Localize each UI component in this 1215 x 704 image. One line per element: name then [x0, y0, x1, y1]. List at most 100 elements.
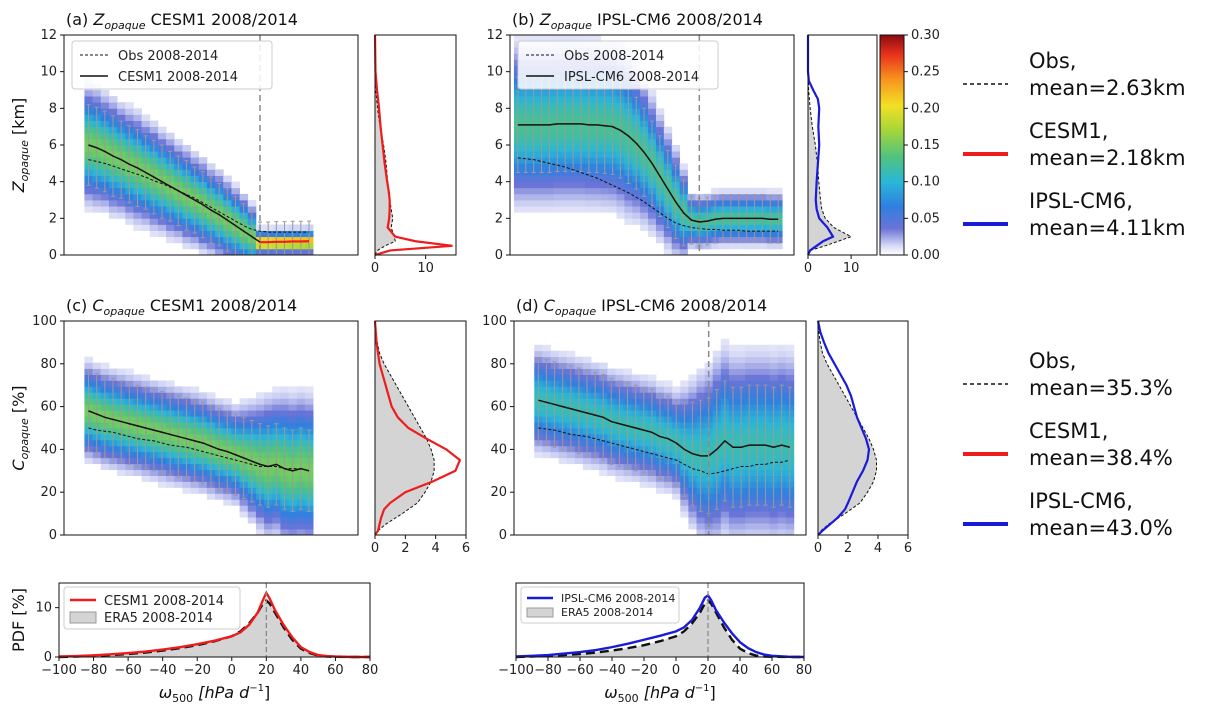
side-x-tick-label: 2: [844, 541, 852, 556]
heat-cell: [761, 380, 770, 387]
heat-cell: [687, 242, 696, 250]
heat-cell: [711, 187, 720, 195]
side-model-line: [373, 320, 462, 536]
heat-cell: [728, 356, 738, 364]
heat-cell: [255, 511, 265, 518]
heat-cell: [553, 187, 562, 195]
heat-cell: [141, 120, 151, 128]
heat-cell: [663, 145, 673, 152]
heat-cell: [608, 175, 617, 183]
heat-cell: [624, 218, 633, 225]
heat-cell: [182, 392, 191, 399]
heat-cell: [92, 206, 102, 213]
heat-cell: [769, 368, 779, 375]
heat-cell: [304, 523, 314, 530]
heat-cell: [272, 404, 281, 411]
title-prefix: (a): [66, 10, 93, 29]
heat-cell: [149, 132, 159, 140]
x-tick-label: −80: [80, 663, 107, 678]
heat-cell: [569, 193, 578, 201]
heat-cell: [280, 386, 289, 393]
heat-cell: [206, 163, 216, 170]
heat-cell: [785, 380, 795, 387]
heatmap-c: [84, 356, 314, 536]
heat-cell: [561, 181, 570, 189]
heat-cell: [239, 404, 249, 411]
heat-cell: [561, 206, 570, 213]
heat-cell: [272, 523, 281, 530]
heat-cell: [174, 224, 183, 231]
heat-cell: [198, 157, 208, 164]
heat-cell: [769, 374, 779, 381]
heat-cell: [720, 374, 730, 381]
y-tick-label: 12: [40, 28, 57, 43]
x-tick-label: −80: [534, 663, 561, 678]
heat-cell: [696, 511, 706, 518]
heat-cell: [632, 212, 641, 219]
heat-cell: [777, 374, 787, 381]
heat-cell: [745, 529, 754, 536]
heat-cell: [206, 392, 216, 399]
heat-cell: [766, 187, 775, 195]
heat-cell: [608, 181, 617, 189]
heat-cell: [720, 523, 730, 530]
heat-cell: [745, 362, 754, 369]
heat-cell: [648, 230, 657, 238]
heat-cell: [640, 224, 649, 231]
heat-cell: [624, 193, 633, 201]
heat-cell: [577, 175, 586, 183]
heat-cell: [769, 380, 779, 387]
heat-cell: [174, 138, 183, 146]
heat-cell: [632, 200, 641, 207]
heat-cell: [545, 193, 554, 201]
heat-cell: [223, 404, 232, 411]
heat-cell: [648, 90, 657, 97]
heat-cell: [696, 380, 706, 387]
heat-cell: [561, 35, 570, 42]
heat-cell: [785, 511, 795, 518]
heat-cell: [648, 218, 657, 225]
legend-name: Obs,: [1029, 349, 1076, 373]
heat-cell: [728, 362, 738, 369]
heat-cell: [255, 398, 265, 405]
heat-cell: [785, 505, 795, 512]
heat-cell: [737, 523, 746, 530]
heat-cell: [280, 422, 289, 429]
heat-cell: [92, 368, 102, 375]
heat-cell: [296, 529, 306, 536]
heat-cell: [545, 175, 554, 183]
heat-cell: [255, 404, 265, 411]
heat-cell: [553, 169, 562, 176]
heat-cell: [600, 206, 610, 213]
heat-cell: [672, 493, 681, 500]
heat-cell: [264, 511, 273, 518]
heat-cell: [100, 200, 110, 207]
heat-cell: [157, 481, 167, 488]
heat-cell: [264, 523, 273, 530]
heat-cell: [100, 206, 110, 213]
legend-name: CESM1,: [1029, 419, 1108, 443]
heat-cell: [182, 242, 191, 250]
heat-cell: [737, 362, 746, 369]
heat-cell: [591, 362, 600, 369]
heat-cell: [223, 248, 232, 256]
heat-cell: [777, 523, 787, 530]
pdf-era5-line: [515, 598, 804, 659]
xlabel-close: ]: [710, 683, 716, 702]
heat-cell: [648, 96, 657, 103]
heat-cell: [663, 248, 673, 256]
heat-cell: [133, 114, 142, 121]
heat-cell: [280, 529, 289, 536]
heat-cell: [569, 206, 578, 213]
heat-cell: [737, 350, 746, 358]
heat-cell: [696, 529, 706, 536]
xlabel-exponent: −1: [249, 683, 264, 694]
x-tick-label: 60: [764, 663, 781, 678]
heat-cell: [521, 187, 531, 195]
heat-cell: [100, 362, 110, 369]
heat-cell: [712, 380, 722, 387]
heat-cell: [125, 212, 134, 219]
heat-cell: [141, 374, 151, 381]
xlabel-unit: hPa d: [204, 683, 250, 702]
heat-cell: [223, 181, 232, 189]
